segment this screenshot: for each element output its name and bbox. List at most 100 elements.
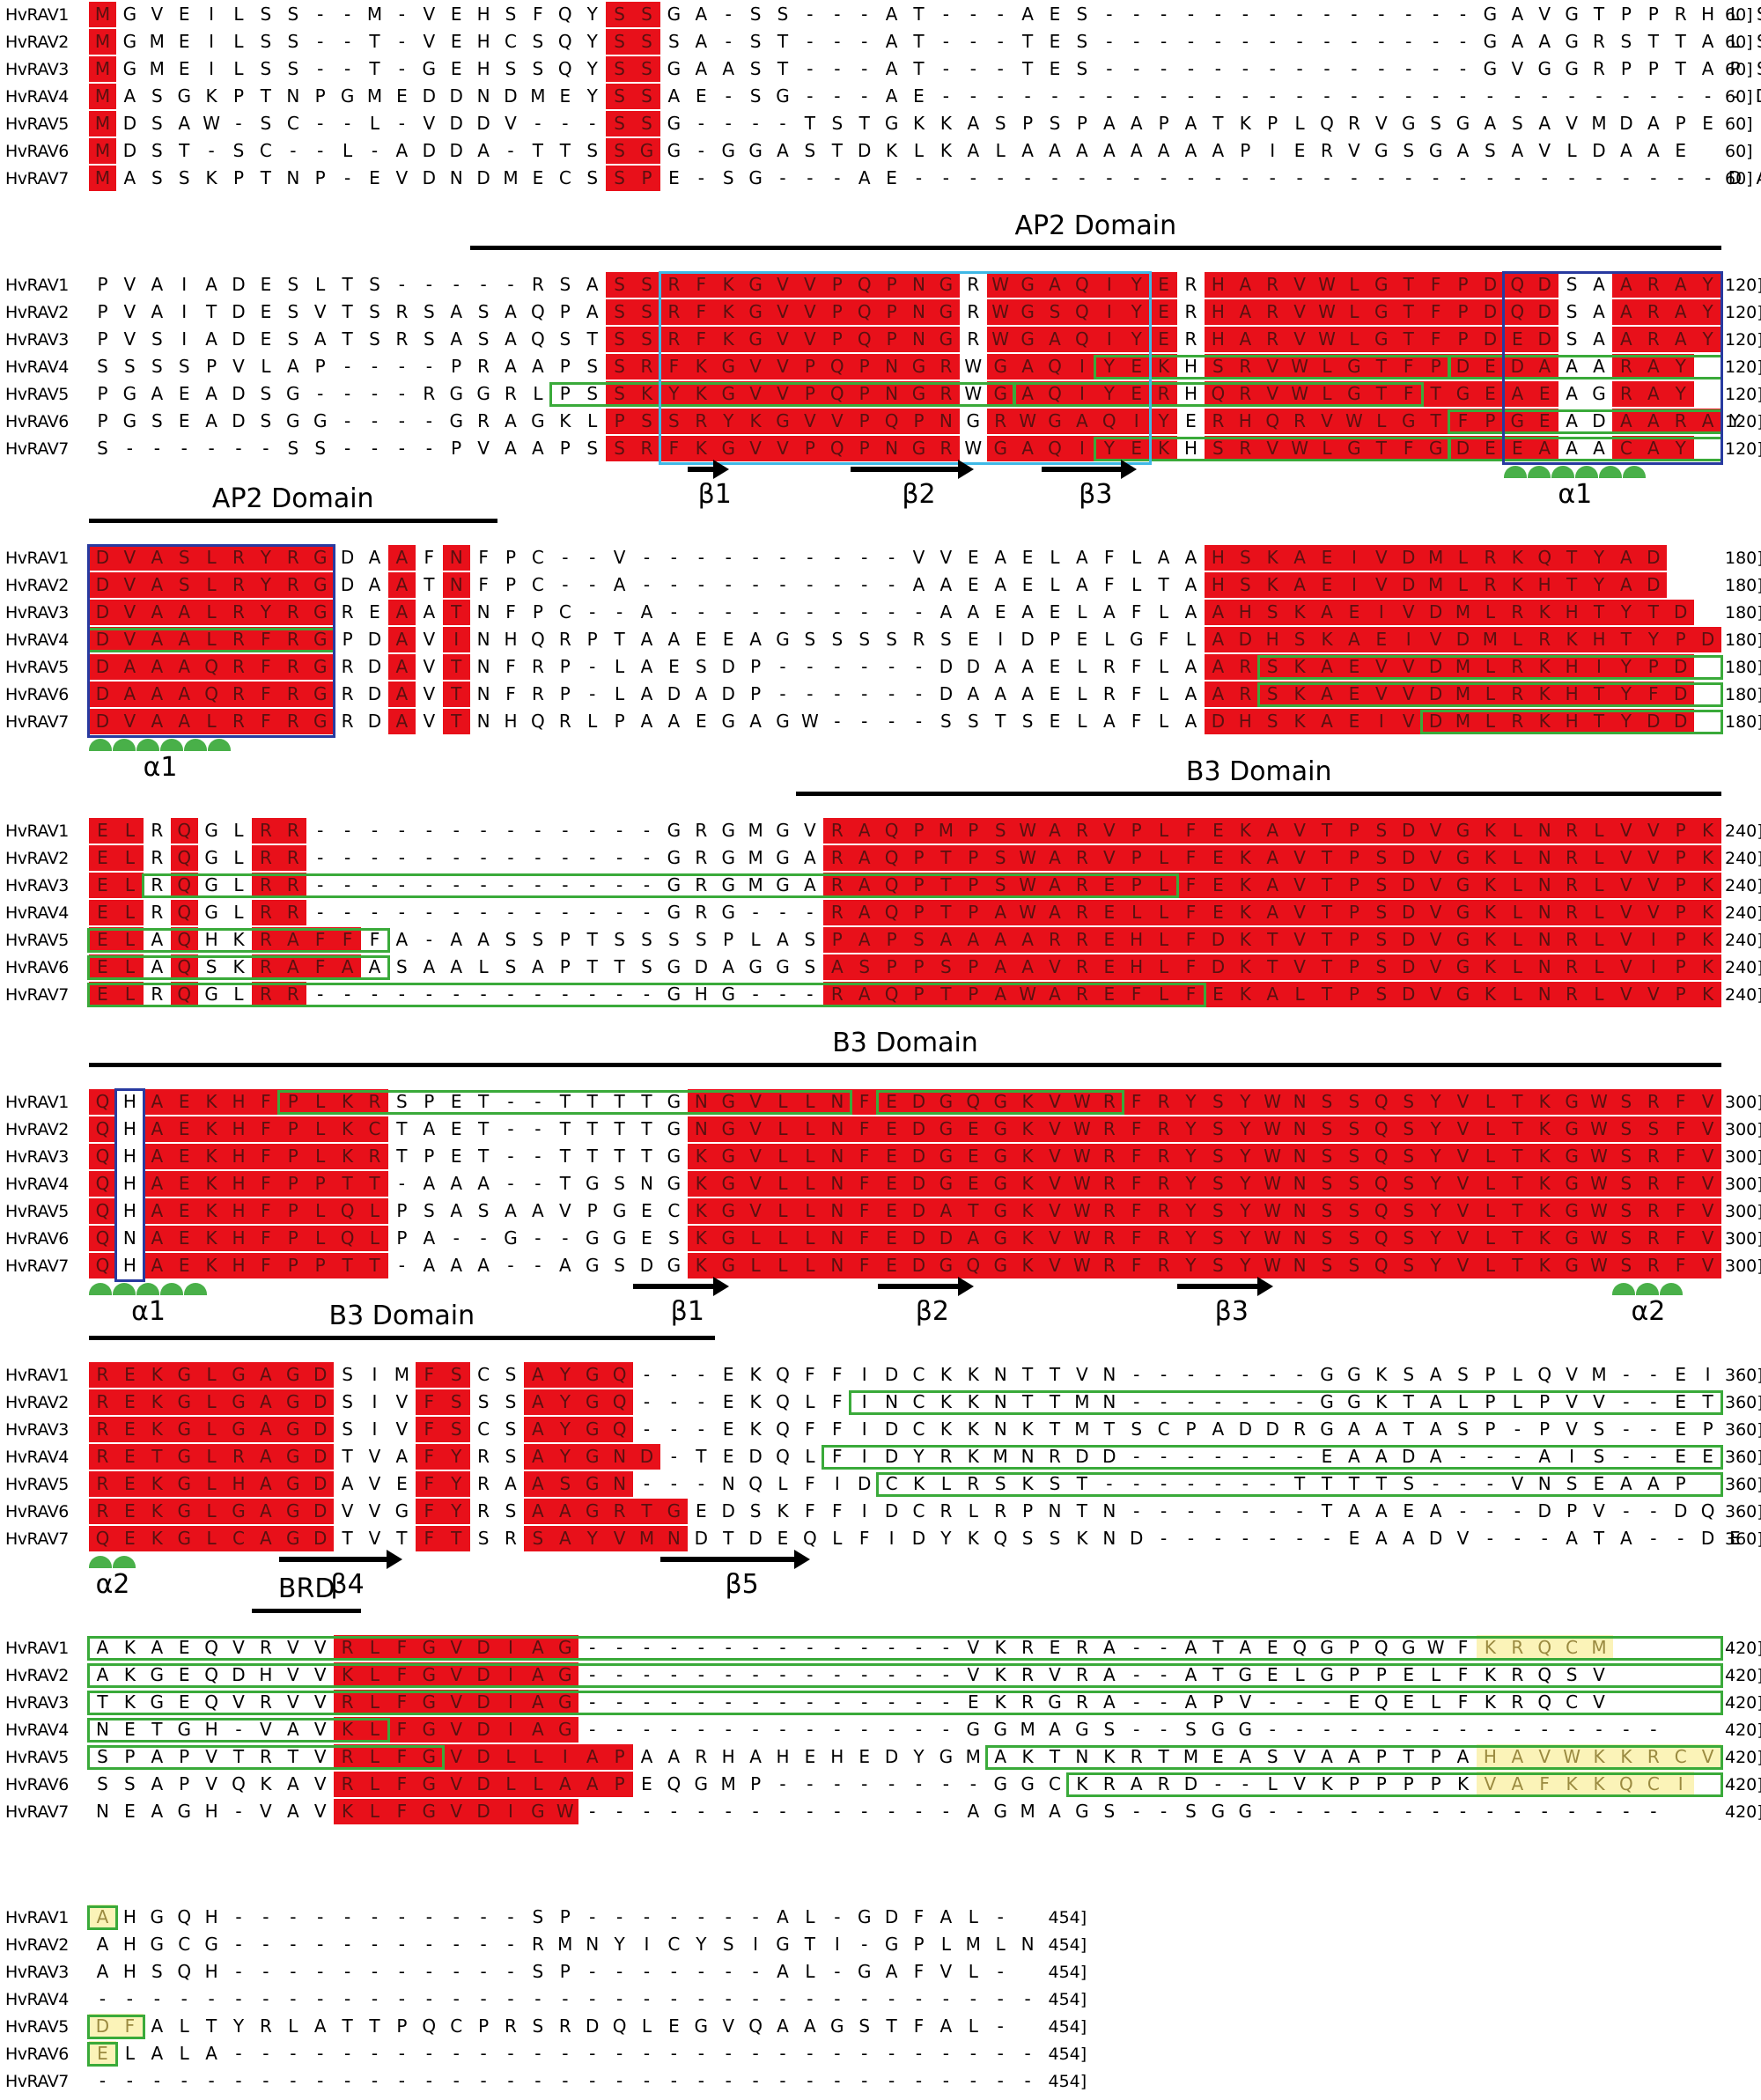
residue: Q bbox=[823, 354, 851, 379]
residue: S bbox=[1049, 113, 1061, 134]
residue: - bbox=[398, 820, 405, 841]
residue: V bbox=[796, 327, 824, 352]
residue: R bbox=[1503, 600, 1531, 625]
residue: H bbox=[122, 1906, 136, 1927]
residue: G bbox=[986, 1198, 1014, 1224]
residue: E bbox=[1095, 954, 1124, 980]
residue: A bbox=[1076, 140, 1088, 161]
residue: A bbox=[1130, 140, 1143, 161]
residue: - bbox=[997, 2043, 1004, 2064]
residue: - bbox=[534, 1118, 542, 1139]
residue: - bbox=[589, 847, 596, 868]
residue: P bbox=[559, 438, 571, 459]
sequence-name: HvRAV3 bbox=[5, 330, 69, 350]
residue: - bbox=[1024, 167, 1031, 188]
residue: - bbox=[670, 2070, 677, 2091]
residue: - bbox=[1106, 167, 1113, 188]
motif-box bbox=[141, 873, 1179, 898]
residue: E bbox=[115, 1471, 144, 1497]
residue: P bbox=[1647, 4, 1659, 25]
residue: A bbox=[1102, 601, 1116, 623]
residue: L bbox=[1503, 627, 1531, 652]
residue: - bbox=[834, 656, 841, 677]
residue: - bbox=[779, 167, 786, 188]
residue: Q bbox=[89, 1144, 116, 1169]
sequence-name: HvRAV3 bbox=[5, 876, 69, 895]
residue: M bbox=[89, 166, 116, 191]
residue: - bbox=[697, 1719, 704, 1740]
residue: D bbox=[1667, 600, 1695, 625]
residue: V bbox=[1422, 954, 1450, 980]
residue: A bbox=[851, 845, 879, 871]
position-label: 180] bbox=[1725, 685, 1761, 704]
residue: Q bbox=[1320, 113, 1334, 134]
sequence-name: HvRAV1 bbox=[5, 1639, 69, 1658]
residue: - bbox=[1242, 1528, 1249, 1549]
residue: G bbox=[667, 1118, 682, 1139]
residue: - bbox=[1160, 1719, 1168, 1740]
residue: I bbox=[861, 1364, 867, 1385]
residue: E bbox=[115, 1444, 144, 1470]
residue: - bbox=[697, 1906, 704, 1927]
residue: - bbox=[534, 902, 542, 923]
residue: A bbox=[586, 274, 599, 295]
residue: D bbox=[232, 274, 246, 295]
residue: L bbox=[777, 1473, 788, 1494]
residue: D bbox=[721, 683, 735, 704]
residue: F bbox=[1104, 574, 1115, 595]
residue: - bbox=[507, 2070, 514, 2091]
residue: L bbox=[197, 1499, 225, 1524]
residue: A bbox=[387, 709, 416, 734]
residue: Q bbox=[1700, 1500, 1715, 1522]
position-label: 120] bbox=[1725, 357, 1761, 377]
residue: - bbox=[371, 140, 379, 161]
residue: K bbox=[1076, 1528, 1088, 1549]
residue: P bbox=[1022, 113, 1034, 134]
residue: - bbox=[969, 167, 976, 188]
residue: - bbox=[208, 1988, 215, 2009]
residue: A bbox=[912, 574, 925, 595]
beta-strand-arrow bbox=[659, 1550, 810, 1569]
residue: G bbox=[449, 383, 463, 404]
residue: - bbox=[1650, 85, 1657, 107]
residue: K bbox=[1530, 1171, 1558, 1197]
residue: Q bbox=[1068, 327, 1096, 352]
residue: A bbox=[532, 356, 544, 377]
residue: F bbox=[805, 1500, 815, 1522]
residue: V bbox=[395, 1418, 409, 1440]
residue: I bbox=[1395, 627, 1423, 652]
residue: - bbox=[752, 1906, 759, 1927]
residue: G bbox=[1340, 354, 1368, 379]
residue: - bbox=[615, 1906, 623, 1927]
residue: N bbox=[823, 1226, 851, 1251]
residue: N bbox=[286, 167, 300, 188]
residue: K bbox=[197, 1198, 225, 1224]
residue: Y bbox=[940, 1528, 952, 1549]
residue: P bbox=[1185, 1418, 1197, 1440]
residue: H bbox=[1204, 327, 1232, 352]
residue: A bbox=[423, 1227, 436, 1249]
residue: S bbox=[232, 140, 245, 161]
beta-strand-arrow bbox=[878, 1277, 974, 1296]
sequence-name: HvRAV4 bbox=[5, 1448, 69, 1467]
residue: A bbox=[640, 601, 653, 623]
strand-label: β5 bbox=[725, 1569, 759, 1600]
residue: P bbox=[606, 1772, 634, 1797]
position-label: 300] bbox=[1725, 1175, 1761, 1194]
residue: D bbox=[232, 301, 246, 322]
residue: - bbox=[480, 1906, 487, 1927]
residue: - bbox=[425, 902, 432, 923]
residue: G bbox=[1592, 383, 1606, 404]
residue: T bbox=[442, 682, 470, 707]
residue: - bbox=[1187, 1364, 1195, 1385]
residue: T bbox=[1395, 327, 1423, 352]
residue: F bbox=[1422, 327, 1450, 352]
residue: T bbox=[1313, 954, 1341, 980]
residue: D bbox=[1129, 1528, 1144, 1549]
residue: H bbox=[225, 1144, 253, 1169]
residue: Q bbox=[531, 301, 545, 322]
residue: A bbox=[395, 1446, 409, 1467]
residue: R bbox=[659, 327, 688, 352]
residue: - bbox=[371, 383, 379, 404]
residue: R bbox=[659, 272, 688, 298]
